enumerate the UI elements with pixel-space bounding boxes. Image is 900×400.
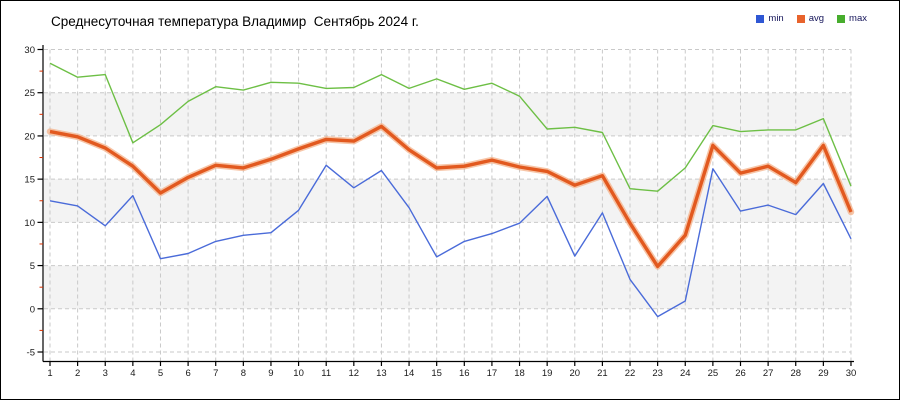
x-tick-label: 13 — [376, 368, 387, 379]
legend-label-max: max — [849, 13, 867, 24]
legend-label-avg: avg — [808, 13, 825, 24]
x-tick-label: 14 — [404, 368, 415, 379]
x-tick-label: 30 — [846, 368, 857, 379]
x-tick-label: 27 — [763, 368, 774, 379]
x-tick-label: 17 — [487, 368, 498, 379]
x-tick-label: 16 — [459, 368, 470, 379]
plot-band — [44, 179, 851, 223]
y-tick-label: 30 — [24, 45, 35, 56]
x-tick-label: 29 — [818, 368, 829, 379]
plot-band — [44, 265, 851, 309]
min-temperature-line — [49, 164, 852, 318]
legend-label-min: min — [768, 13, 784, 24]
x-tick-label: 24 — [680, 368, 691, 379]
x-tick-label: 19 — [542, 368, 553, 379]
x-tick-label: 9 — [268, 368, 273, 379]
x-tick-label: 28 — [790, 368, 801, 379]
x-tick-label: 20 — [569, 368, 580, 379]
x-tick-label: 18 — [514, 368, 525, 379]
y-tick-label: 0 — [30, 304, 35, 315]
min-series-swatch-icon — [756, 14, 765, 23]
x-tick-label: 4 — [130, 368, 135, 379]
y-tick-label: 5 — [30, 261, 35, 272]
x-tick-label: 6 — [185, 368, 190, 379]
x-tick-label: 11 — [321, 368, 331, 379]
y-tick-label: 20 — [24, 131, 35, 142]
x-tick-label: 15 — [431, 368, 442, 379]
chart-title: Среднесуточная температура Владимир Сент… — [51, 14, 419, 29]
legend-item-avg: avg — [796, 13, 825, 24]
y-tick-label: 10 — [24, 218, 35, 229]
x-tick-label: 25 — [708, 368, 719, 379]
x-tick-label: 5 — [158, 368, 163, 379]
avg-series-swatch-icon — [796, 14, 805, 23]
x-tick-label: 3 — [103, 368, 108, 379]
avg-temperature-line — [49, 124, 853, 269]
legend-item-max: max — [837, 13, 867, 24]
plot-band — [44, 92, 851, 136]
x-tick-label: 23 — [652, 368, 663, 379]
x-tick-label: 2 — [75, 368, 80, 379]
y-tick-label: 25 — [24, 88, 35, 99]
x-tick-label: 21 — [597, 368, 608, 379]
legend-item-min: min — [756, 13, 784, 24]
y-tick-label: 15 — [24, 175, 35, 186]
x-tick-label: 22 — [625, 368, 636, 379]
y-tick-label: -5 — [27, 348, 35, 359]
x-tick-label: 26 — [735, 368, 746, 379]
x-tick-label: 1 — [47, 368, 52, 379]
max-series-swatch-icon — [837, 14, 846, 23]
chart-legend: min avg max — [756, 13, 867, 24]
x-tick-label: 10 — [293, 368, 304, 379]
x-tick-label: 12 — [349, 368, 360, 379]
x-tick-label: 8 — [241, 368, 246, 379]
max-temperature-line — [49, 62, 852, 192]
x-tick-label: 7 — [213, 368, 218, 379]
